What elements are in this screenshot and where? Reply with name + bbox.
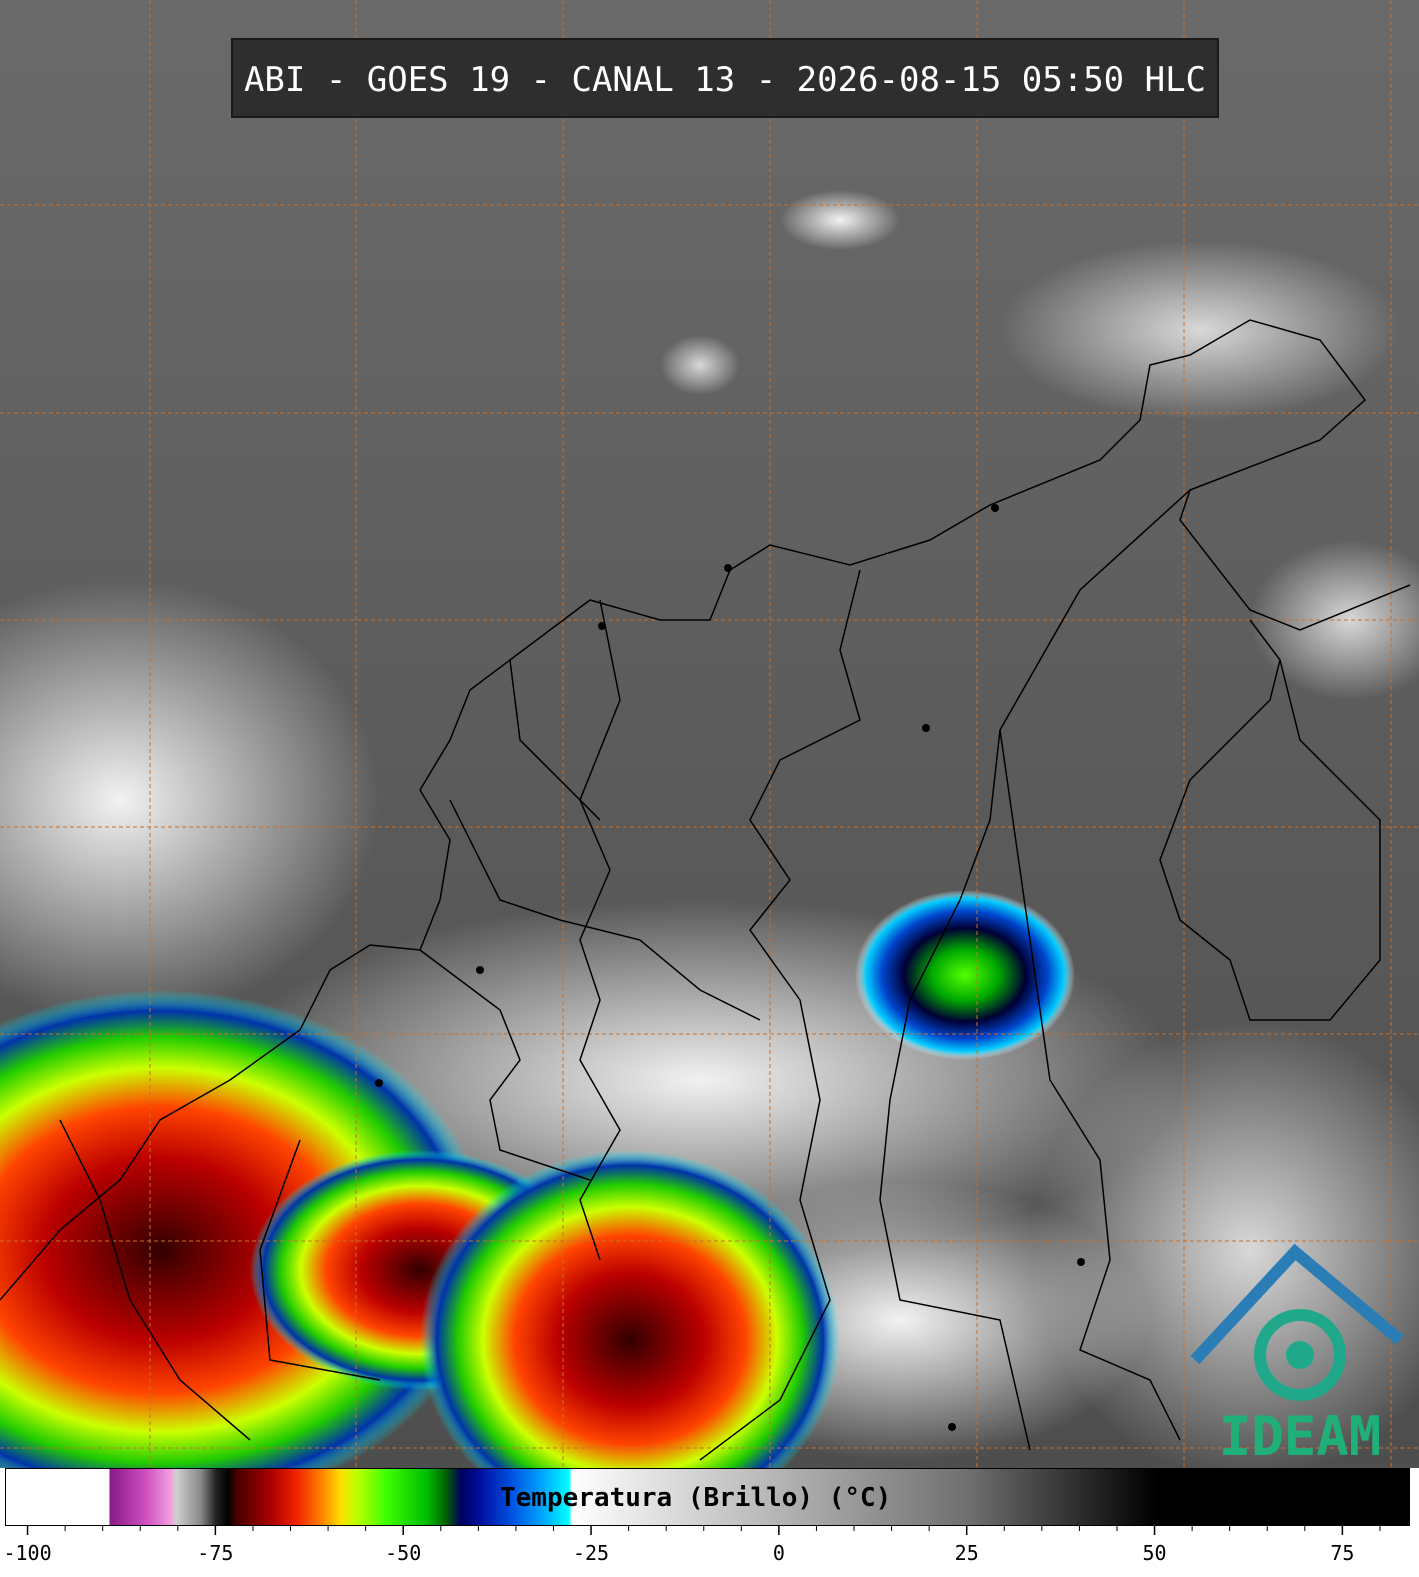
tick-label: -50	[385, 1541, 421, 1565]
colorbar-axis: -100 -75 -50 -25 0 25 50 75	[3, 1526, 1381, 1565]
colorbar	[5, 1468, 1410, 1526]
map-layer: IDEAM	[0, 0, 1419, 1468]
logo: IDEAM	[1190, 1243, 1404, 1468]
satellite-map: IDEAM ABI - GOES 19 - CANAL 13 - 2026-08…	[0, 0, 1419, 1468]
colorbar-label: Temperatura (Brillo) (°C)	[500, 1483, 892, 1513]
logo-text: IDEAM	[1219, 1405, 1382, 1468]
tick-label: -100	[3, 1541, 51, 1565]
tick-label: 75	[1330, 1541, 1354, 1565]
boundaries	[0, 319, 1411, 1461]
tick-label: -75	[197, 1541, 233, 1565]
image-title: ABI - GOES 19 - CANAL 13 - 2026-08-15 05…	[231, 38, 1219, 118]
tick-label: 50	[1142, 1541, 1166, 1565]
tick-label: -25	[573, 1541, 609, 1565]
city-markers	[375, 504, 1085, 1431]
tick-label: 25	[955, 1541, 979, 1565]
tick-label: 0	[773, 1541, 785, 1565]
